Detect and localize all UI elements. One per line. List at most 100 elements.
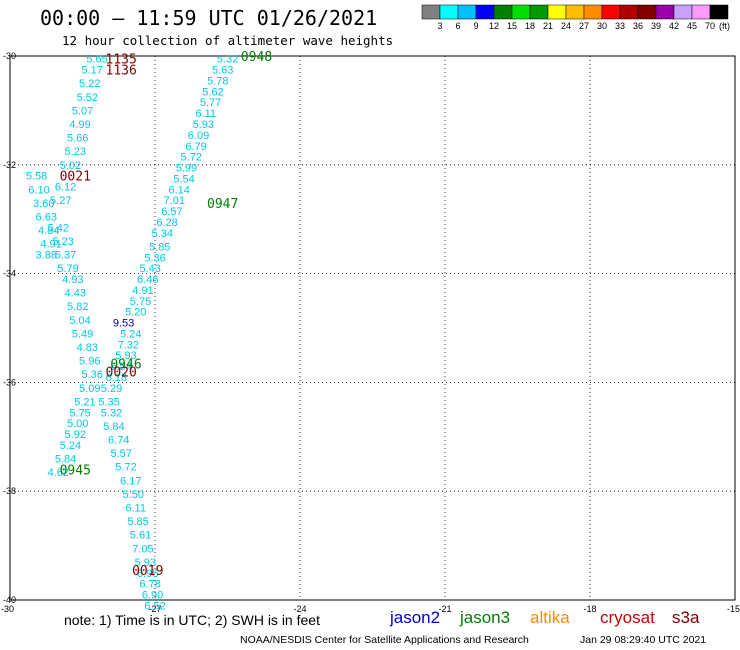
- swh-value: 6.12: [55, 182, 76, 194]
- legend-jason3: jason3: [460, 608, 511, 627]
- pass-time-label: 1135: [106, 53, 137, 68]
- colorbar-swatch: [529, 4, 549, 20]
- swh-value: 5.92: [65, 429, 86, 441]
- x-tick-label: -21: [438, 604, 451, 614]
- swh-value: 5.34: [152, 228, 173, 240]
- colorbar-tick: 12: [489, 21, 499, 31]
- colorbar-tick: 18: [525, 21, 535, 31]
- swh-value: 5.36: [144, 252, 165, 264]
- colorbar-unit: (ft): [719, 21, 730, 31]
- colorbar-tick: 33: [615, 21, 625, 31]
- swh-value: 5.75: [69, 407, 90, 419]
- footnote: note: 1) Time is in UTC; 2) SWH is in fe…: [64, 612, 320, 628]
- y-tick-label: -38: [3, 486, 16, 496]
- colorbar-tick: 24: [561, 21, 571, 31]
- swh-value: 5.99: [176, 163, 197, 175]
- swh-value: 5.84: [55, 454, 76, 466]
- colorbar-tick: 21: [543, 21, 553, 31]
- swh-value: 5.62: [202, 86, 223, 98]
- colorbar-swatch: [457, 4, 477, 20]
- swh-value: 4.43: [65, 288, 86, 300]
- legend-s3a: s3a: [672, 608, 700, 627]
- pass-time-label: 0021: [60, 170, 91, 185]
- swh-value: 4.62: [48, 467, 69, 479]
- swh-value: 6.11: [195, 108, 216, 120]
- colorbar-swatch: [619, 4, 639, 20]
- colorbar-tick: 9: [473, 21, 478, 31]
- colorbar-swatch: [673, 4, 693, 20]
- legend-cryosat: cryosat: [600, 608, 655, 627]
- swh-value: 6.52: [144, 600, 165, 612]
- swh-value: 5.66: [67, 133, 88, 145]
- swh-value: 5.23: [65, 146, 86, 158]
- colorbar-tick: 36: [633, 21, 643, 31]
- swh-value: 5.54: [173, 173, 194, 185]
- swh-value: 7.32: [118, 339, 139, 351]
- colorbar-swatch: [655, 4, 675, 20]
- colorbar-swatch: [547, 4, 567, 20]
- colorbar-swatch: [439, 4, 459, 20]
- swh-value: 5.85: [149, 241, 170, 253]
- swh-value: 6.17: [120, 475, 141, 487]
- swh-value: 4.99: [69, 119, 90, 131]
- y-tick-label: -34: [3, 269, 16, 279]
- swh-value: 5.93: [115, 350, 136, 362]
- pass-time-label: 1136: [106, 64, 137, 79]
- swh-value: 5.00: [67, 418, 88, 430]
- colorbar-tick: 15: [507, 21, 517, 31]
- swh-value: 5.43: [139, 263, 160, 275]
- swh-value: 6.63: [36, 211, 57, 223]
- swh-value: 6.95: [137, 568, 158, 580]
- swh-value: 5.77: [200, 97, 221, 109]
- colorbar-swatch: [475, 4, 495, 20]
- pass-time-label: 0948: [241, 50, 272, 65]
- tick-labels: -30 -27 -24 -21 -18 -15 -30 -32 -34 -36 -38 -40: [1, 51, 740, 614]
- swh-value: 3.88: [36, 250, 57, 262]
- swh-value: 4.93: [62, 274, 83, 286]
- colorbar-swatch: [511, 4, 531, 20]
- swh-value: 5.20: [125, 307, 146, 319]
- swh-value: 5.32: [101, 407, 122, 419]
- swh-value: 5.37: [55, 250, 76, 262]
- colorbar-tick: 70: [705, 21, 715, 31]
- swh-value: 5.22: [79, 78, 100, 90]
- swh-value: 5.49: [72, 328, 93, 340]
- data-points: 5.325.635.785.625.776.115.936.096.795.72…: [26, 54, 238, 613]
- legend-altika: altika: [530, 608, 570, 627]
- pass-time-label: 0946: [110, 357, 141, 372]
- x-tick-label: -30: [1, 604, 14, 614]
- swh-value: 6.11: [125, 503, 146, 515]
- swh-value: 5.17: [81, 65, 102, 77]
- swh-value: 6.79: [185, 141, 206, 153]
- swh-value: 4.84: [38, 225, 59, 237]
- pass-time-label: 0019: [132, 564, 163, 579]
- colorbar-swatch: [421, 4, 441, 20]
- x-tick-label: -27: [148, 604, 161, 614]
- colorbar-swatch: [583, 4, 603, 20]
- swh-value: 5.72: [115, 462, 136, 474]
- swh-value: 5.65: [86, 54, 107, 66]
- swh-value: 5.57: [110, 448, 131, 460]
- swh-value: 6.28: [156, 217, 177, 229]
- swh-value: 5.61: [130, 530, 151, 542]
- colorbar: 3 6 9 12 15 18 21 24 27 30 33 36 39 42 45 70 (ft): [421, 4, 730, 31]
- colorbar-swatch: [565, 4, 585, 20]
- colorbar-swatch: [691, 4, 711, 20]
- swh-value: 5.58: [26, 171, 47, 183]
- swh-value: 5.93: [193, 119, 214, 131]
- grid-lines: [10, 56, 735, 600]
- swh-value: 5.09: [79, 383, 100, 395]
- colorbar-tick: 42: [669, 21, 679, 31]
- swh-value: 6.90: [142, 590, 163, 602]
- swh-value: 5.04: [69, 315, 90, 327]
- swh-value: 5.24: [120, 328, 141, 340]
- pass-time-label: 0020: [106, 366, 137, 381]
- pass-time-label: 0947: [207, 197, 238, 212]
- plot-border: [9, 55, 736, 601]
- colorbar-swatch: [493, 4, 513, 20]
- swh-value: 7.01: [164, 195, 185, 207]
- swh-value: 5.23: [52, 236, 73, 248]
- swh-value: 3.60: [33, 198, 54, 210]
- swh-value: 4.91: [132, 285, 153, 297]
- colorbar-tick: 27: [579, 21, 589, 31]
